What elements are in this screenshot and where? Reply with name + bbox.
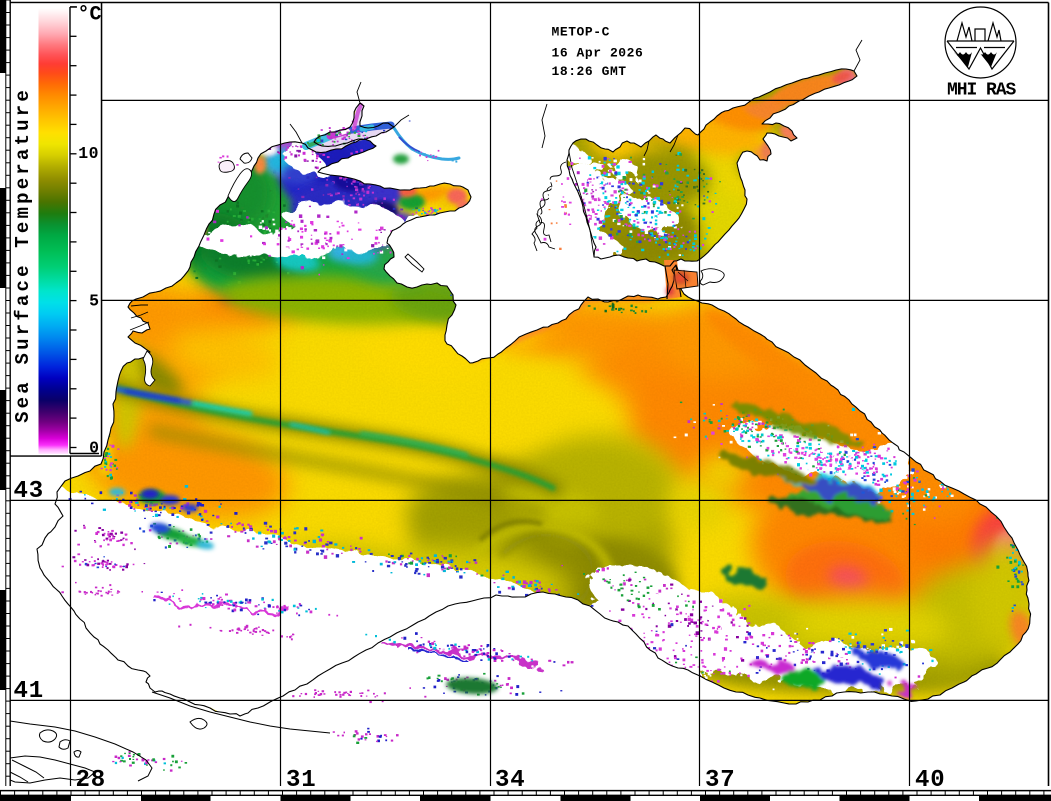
svg-text:°C: °C	[78, 4, 102, 27]
svg-text:Sea Surface Temperature: Sea Surface Temperature	[12, 87, 34, 423]
svg-text:0: 0	[89, 439, 99, 458]
svg-text:34: 34	[495, 767, 525, 794]
svg-text:METOP-C: METOP-C	[552, 24, 610, 39]
svg-text:28: 28	[76, 767, 106, 794]
svg-text:41: 41	[14, 678, 44, 705]
svg-text:31: 31	[286, 767, 316, 794]
svg-text:40: 40	[915, 767, 945, 794]
svg-text:10: 10	[78, 144, 99, 163]
svg-text:5: 5	[89, 292, 99, 311]
svg-text:37: 37	[705, 767, 735, 794]
svg-text:18:26 GMT: 18:26 GMT	[552, 64, 627, 79]
svg-text:16 Apr 2026: 16 Apr 2026	[552, 46, 644, 61]
svg-text:MHI RAS: MHI RAS	[947, 81, 1017, 101]
svg-text:43: 43	[14, 478, 44, 505]
